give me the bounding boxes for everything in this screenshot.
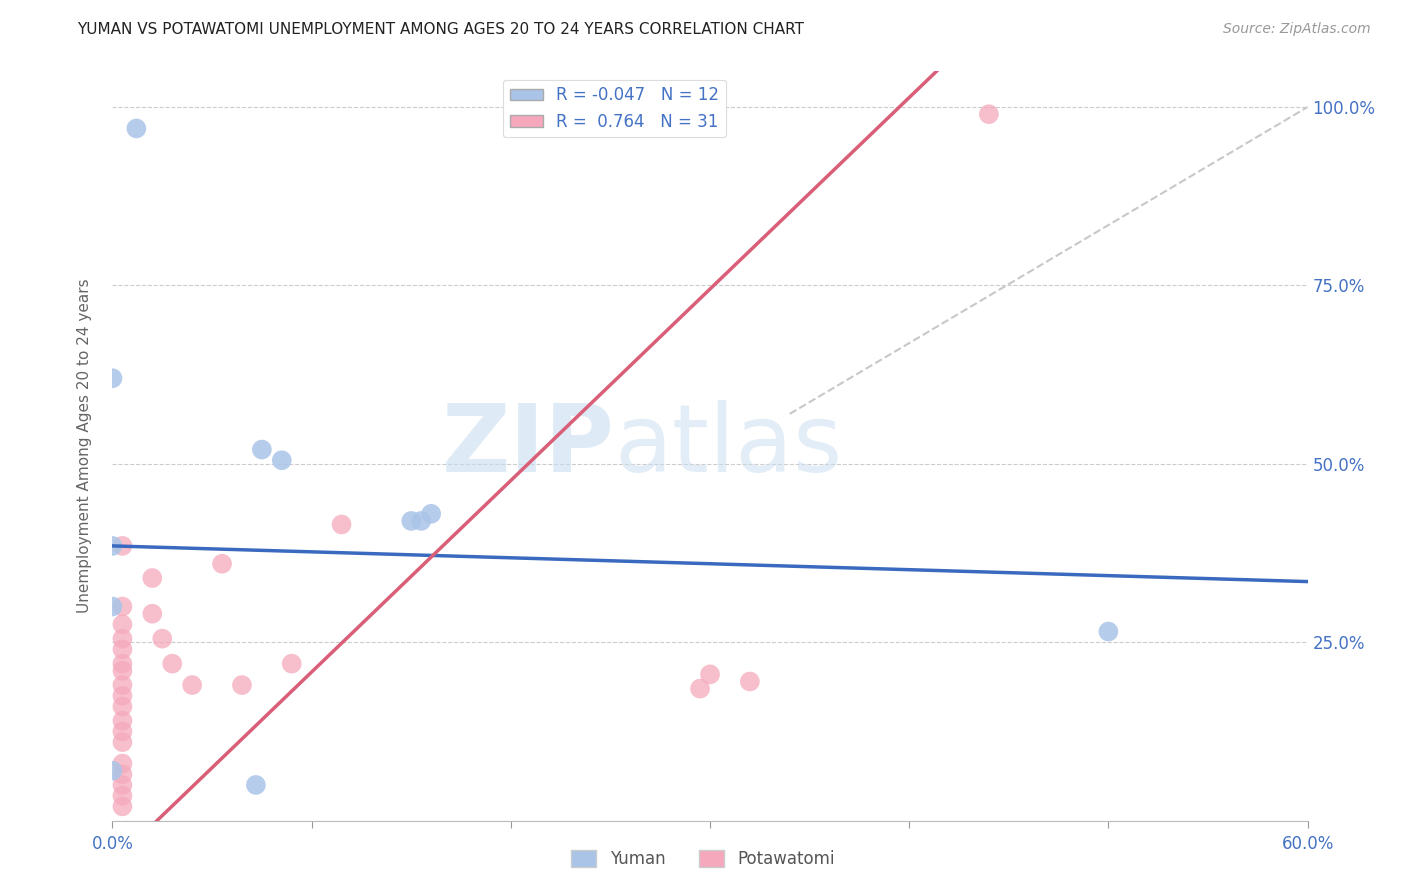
Legend: R = -0.047   N = 12, R =  0.764   N = 31: R = -0.047 N = 12, R = 0.764 N = 31 — [503, 79, 725, 137]
Point — [111, 735, 134, 749]
Point — [141, 571, 163, 585]
Point — [101, 371, 124, 385]
Point — [111, 714, 134, 728]
Point — [1097, 624, 1119, 639]
Point — [111, 799, 134, 814]
Point — [162, 657, 183, 671]
Point — [111, 632, 134, 646]
Point — [181, 678, 204, 692]
Point — [211, 557, 233, 571]
Legend: Yuman, Potawatomi: Yuman, Potawatomi — [565, 843, 841, 875]
Point — [401, 514, 423, 528]
Point — [111, 657, 134, 671]
Y-axis label: Unemployment Among Ages 20 to 24 years: Unemployment Among Ages 20 to 24 years — [77, 278, 91, 614]
Point — [101, 539, 124, 553]
Point — [111, 617, 134, 632]
Point — [111, 756, 134, 771]
Point — [111, 767, 134, 781]
Point — [111, 778, 134, 792]
Text: ZIP: ZIP — [441, 400, 614, 492]
Text: atlas: atlas — [614, 400, 842, 492]
Point — [330, 517, 353, 532]
Point — [150, 632, 173, 646]
Point — [111, 689, 134, 703]
Point — [245, 778, 267, 792]
Point — [111, 539, 134, 553]
Point — [270, 453, 292, 467]
Point — [281, 657, 304, 671]
Point — [689, 681, 711, 696]
Point — [231, 678, 253, 692]
Point — [101, 599, 124, 614]
Point — [101, 764, 124, 778]
Point — [111, 699, 134, 714]
Point — [250, 442, 273, 457]
Point — [411, 514, 433, 528]
Text: YUMAN VS POTAWATOMI UNEMPLOYMENT AMONG AGES 20 TO 24 YEARS CORRELATION CHART: YUMAN VS POTAWATOMI UNEMPLOYMENT AMONG A… — [77, 22, 804, 37]
Point — [111, 678, 134, 692]
Point — [125, 121, 148, 136]
Point — [111, 664, 134, 678]
Point — [141, 607, 163, 621]
Text: Source: ZipAtlas.com: Source: ZipAtlas.com — [1223, 22, 1371, 37]
Point — [111, 599, 134, 614]
Point — [420, 507, 443, 521]
Point — [111, 642, 134, 657]
Point — [111, 724, 134, 739]
Point — [738, 674, 761, 689]
Point — [111, 789, 134, 803]
Point — [699, 667, 721, 681]
Point — [977, 107, 1000, 121]
